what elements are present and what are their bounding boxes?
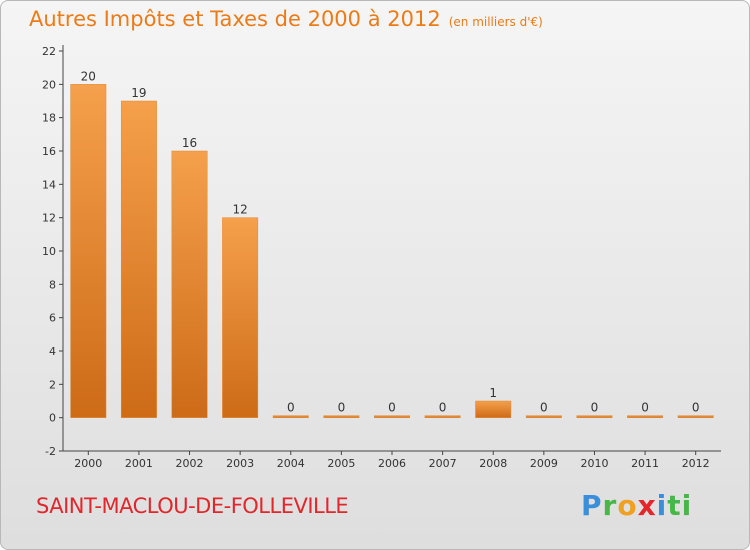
chart-title: Autres Impôts et Taxes de 2000 à 2012 (en… <box>29 7 543 31</box>
y-tick-label: 6 <box>49 312 56 325</box>
x-tick-label: 2003 <box>226 457 254 470</box>
data-label: 0 <box>338 401 346 415</box>
chart-title-text: Autres Impôts et Taxes de 2000 à 2012 <box>29 7 441 31</box>
logo-letter: ti <box>667 489 693 522</box>
y-tick-label: 4 <box>49 345 56 358</box>
data-label: 0 <box>287 401 295 415</box>
data-label: 1 <box>489 386 497 400</box>
x-tick-label: 2007 <box>429 457 457 470</box>
x-tick-label: 2001 <box>125 457 153 470</box>
bar <box>677 415 714 418</box>
x-tick-label: 2012 <box>682 457 710 470</box>
commune-name: SAINT-MACLOU-DE-FOLLEVILLE <box>36 494 349 518</box>
x-tick-label: 2000 <box>74 457 102 470</box>
data-label: 0 <box>439 401 447 415</box>
proxiti-logo: Proxiti <box>581 489 692 522</box>
y-tick-label: 16 <box>42 145 56 158</box>
data-label: 0 <box>692 401 700 415</box>
logo-letter: r <box>602 489 618 522</box>
logo-letter: o <box>617 489 638 522</box>
x-tick-label: 2011 <box>631 457 659 470</box>
bar <box>272 415 309 418</box>
bar <box>374 415 410 418</box>
data-label: 0 <box>591 401 599 415</box>
y-tick-label: -2 <box>45 445 56 458</box>
data-label: 16 <box>182 136 197 150</box>
bar <box>576 415 613 418</box>
y-tick-label: 22 <box>42 45 56 58</box>
bar <box>424 415 461 418</box>
bar <box>475 400 512 418</box>
bar <box>627 415 664 418</box>
x-tick-label: 2002 <box>176 457 204 470</box>
y-tick-label: 14 <box>42 178 56 191</box>
y-tick-label: 8 <box>49 278 56 291</box>
x-tick-label: 2004 <box>277 457 305 470</box>
y-tick-label: 0 <box>49 412 56 425</box>
chart-unit-label: (en milliers d'€) <box>448 15 543 29</box>
data-label: 0 <box>388 401 396 415</box>
bar <box>525 415 562 418</box>
x-tick-label: 2008 <box>479 457 507 470</box>
y-tick-label: 20 <box>42 78 56 91</box>
bar <box>120 100 157 418</box>
data-label: 12 <box>233 203 248 217</box>
data-label: 20 <box>81 69 96 83</box>
y-tick-label: 2 <box>49 378 56 391</box>
logo-letter: x <box>637 489 657 522</box>
bar <box>323 415 360 418</box>
x-tick-label: 2009 <box>530 457 558 470</box>
data-label: 19 <box>131 86 146 100</box>
logo-letter: P <box>581 489 603 522</box>
y-tick-label: 18 <box>42 112 56 125</box>
logo-letter: i <box>656 489 668 522</box>
x-tick-label: 2010 <box>580 457 608 470</box>
data-label: 0 <box>641 401 649 415</box>
y-tick-label: 10 <box>42 245 56 258</box>
y-tick-label: 12 <box>42 212 56 225</box>
x-tick-label: 2006 <box>378 457 406 470</box>
bar <box>70 84 107 418</box>
x-tick-label: 2005 <box>327 457 355 470</box>
bar <box>171 150 208 418</box>
bar <box>222 217 259 418</box>
data-label: 0 <box>540 401 548 415</box>
